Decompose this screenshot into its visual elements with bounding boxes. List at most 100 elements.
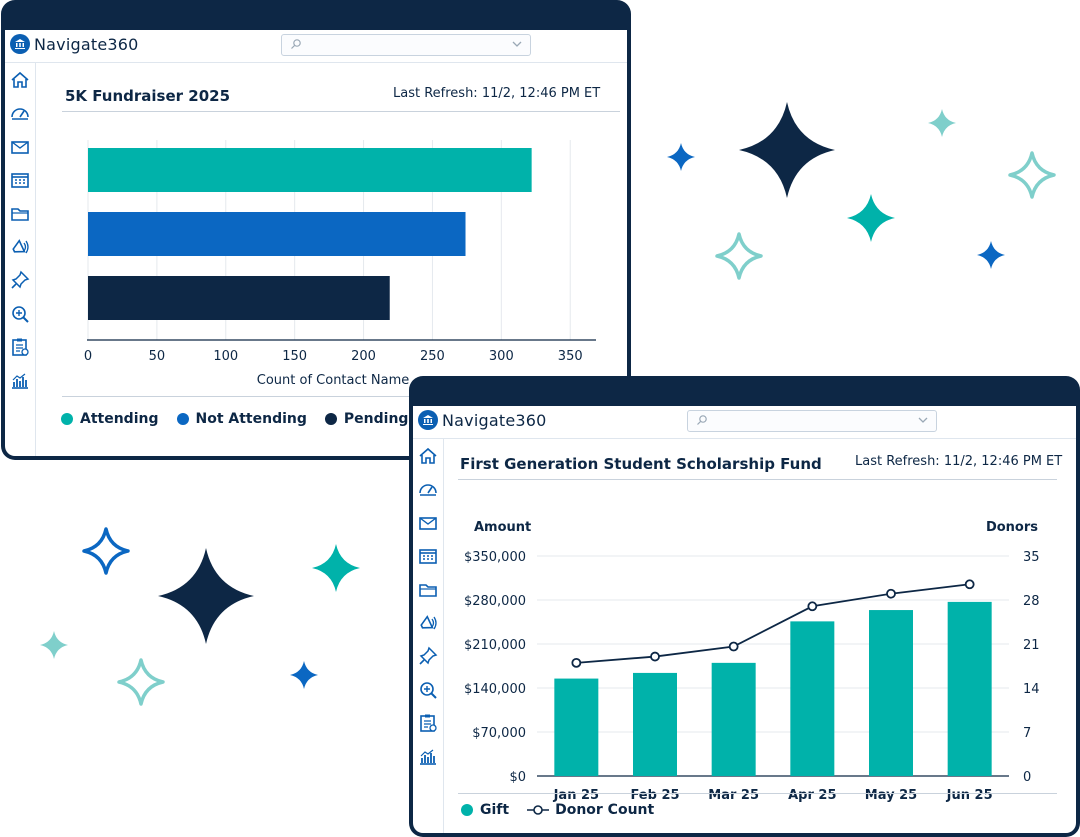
y-tick-label: $210,000: [464, 638, 526, 653]
bar-gift[interactable]: [869, 610, 913, 776]
megaphone-icon[interactable]: [9, 236, 31, 258]
legend-swatch: [324, 413, 337, 425]
legend-swatch: [461, 804, 473, 816]
y-right-tick-label: 14: [1023, 682, 1040, 697]
sparkle-icon: [977, 241, 1005, 269]
app-header: Navigate360: [5, 30, 627, 63]
page-title: First Generation Student Scholarship Fun…: [460, 455, 822, 473]
x-tick-label: Mar 25: [708, 788, 759, 803]
divider: [62, 396, 620, 397]
brand-name: Navigate360: [34, 34, 139, 54]
divider: [458, 479, 1057, 480]
search-input[interactable]: [687, 410, 937, 432]
pin-icon[interactable]: [417, 645, 439, 667]
mail-icon[interactable]: [9, 136, 31, 158]
scholarship-combo-chart: Amount Donors $0 $70,000 $140,000 $210,000 $28…: [464, 520, 1040, 803]
dashboard-gauge-icon[interactable]: [417, 478, 439, 500]
chevron-down-icon[interactable]: [918, 416, 928, 424]
brand-name: Navigate360: [442, 410, 547, 430]
analytics-icon[interactable]: [9, 370, 31, 392]
page-title: 5K Fundraiser 2025: [65, 87, 231, 105]
y-right-tick-label: 35: [1023, 550, 1040, 565]
x-axis-label: Count of Contact Name: [257, 373, 409, 388]
folder-icon[interactable]: [9, 203, 31, 225]
last-refresh: Last Refresh: 11/2, 12:46 PM ET: [855, 454, 1063, 469]
donor-count-point[interactable]: [964, 579, 975, 590]
bar-pending[interactable]: [88, 276, 390, 320]
zoom-search-icon[interactable]: [417, 679, 439, 701]
y-right-tick-label: 7: [1023, 726, 1031, 741]
search-icon: [697, 415, 707, 425]
divider: [458, 793, 1057, 794]
donor-count-line: [576, 583, 970, 664]
legend-line-marker-icon: [527, 804, 550, 816]
legend-swatch: [61, 413, 73, 425]
bar-not-attending[interactable]: [88, 212, 466, 256]
x-tick-label: 100: [213, 349, 238, 364]
x-tick-label: Apr 25: [788, 788, 836, 803]
x-tick-label: 300: [489, 349, 514, 364]
y-axis-right-label: Donors: [986, 520, 1038, 535]
clipboard-icon[interactable]: [417, 712, 439, 734]
home-icon[interactable]: [417, 445, 439, 467]
legend-label: Gift: [480, 802, 510, 818]
bar-gift[interactable]: [633, 672, 677, 776]
sparkle-icon: [715, 232, 763, 280]
analytics-icon[interactable]: [417, 746, 439, 768]
legend-donor-count: Donor Count: [527, 802, 654, 818]
brand-logo[interactable]: Navigate360: [10, 34, 139, 54]
legend-label: Pending: [343, 411, 409, 427]
y-tick-label: $70,000: [472, 726, 526, 741]
y-tick-label: $0: [509, 770, 526, 785]
brand-logo[interactable]: Navigate360: [418, 410, 547, 430]
bar-attending[interactable]: [88, 148, 532, 192]
legend-label: Attending: [80, 411, 159, 427]
bar-gift[interactable]: [554, 678, 599, 776]
pin-icon[interactable]: [9, 269, 31, 291]
legend-not-attending: Not Attending: [176, 411, 307, 427]
clipboard-icon[interactable]: [9, 336, 31, 358]
sparkle-icon: [290, 661, 318, 689]
logo-icon: [418, 410, 438, 430]
sparkle-icon: [40, 631, 68, 659]
y-right-tick-label: 28: [1023, 594, 1040, 609]
legend-label: Donor Count: [555, 802, 655, 818]
donor-count-point[interactable]: [807, 601, 818, 612]
sparkle-icon: [739, 102, 835, 198]
search-input[interactable]: [281, 34, 531, 56]
megaphone-icon[interactable]: [417, 612, 439, 634]
donor-count-point[interactable]: [728, 641, 739, 652]
donor-count-point[interactable]: [886, 588, 896, 599]
y-tick-label: $350,000: [464, 550, 526, 565]
home-icon[interactable]: [9, 69, 31, 91]
calendar-icon[interactable]: [417, 545, 439, 567]
legend-gift: Gift: [461, 802, 509, 818]
x-tick-label: Jan 25: [553, 788, 599, 803]
sparkle-icon: [667, 143, 695, 171]
x-tick-label: 0: [84, 349, 92, 364]
chevron-down-icon[interactable]: [512, 40, 522, 48]
x-tick-label: Jun 25: [946, 788, 993, 803]
bar-gift[interactable]: [947, 601, 992, 776]
app-header: Navigate360: [413, 406, 1076, 439]
sparkle-icon: [82, 527, 130, 575]
sparkle-icon: [928, 109, 956, 137]
legend-pending: Pending: [324, 411, 409, 427]
donor-count-point[interactable]: [650, 651, 660, 662]
donor-count-point[interactable]: [571, 657, 582, 668]
sparkle-icon: [117, 658, 165, 706]
y-tick-label: $140,000: [464, 682, 526, 697]
calendar-icon[interactable]: [9, 169, 31, 191]
x-tick-label: 50: [149, 349, 166, 364]
zoom-search-icon[interactable]: [9, 303, 31, 325]
last-refresh: Last Refresh: 11/2, 12:46 PM ET: [393, 86, 601, 101]
x-tick-label: 350: [558, 349, 583, 364]
folder-icon[interactable]: [417, 579, 439, 601]
mail-icon[interactable]: [417, 512, 439, 534]
x-tick-label: 250: [420, 349, 445, 364]
dashboard-gauge-icon[interactable]: [9, 102, 31, 124]
bar-gift[interactable]: [790, 621, 835, 776]
bar-gift[interactable]: [711, 662, 756, 776]
sidebar: [5, 63, 36, 456]
